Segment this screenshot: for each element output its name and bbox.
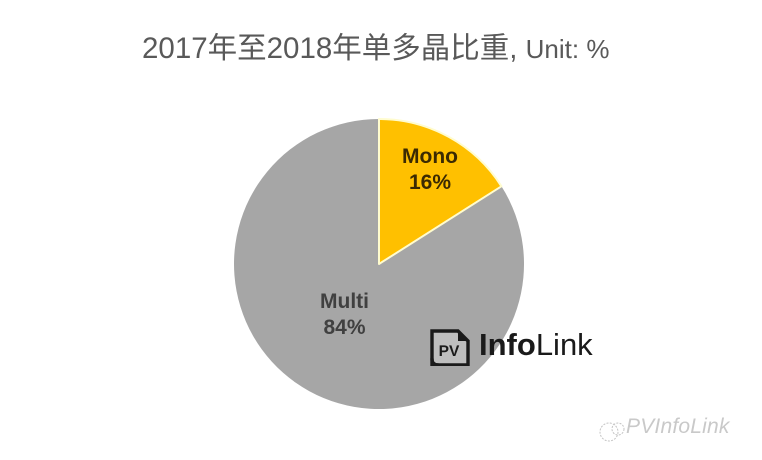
svg-text:PV: PV <box>439 343 460 360</box>
